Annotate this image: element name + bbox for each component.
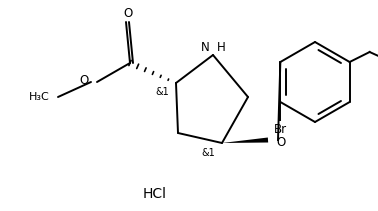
Text: HCl: HCl (143, 187, 167, 201)
Text: Br: Br (274, 123, 287, 136)
Text: O: O (276, 135, 285, 149)
Text: &1: &1 (201, 148, 215, 158)
Text: H: H (217, 41, 226, 54)
Text: O: O (123, 7, 133, 19)
Text: &1: &1 (155, 87, 169, 97)
Text: O: O (80, 73, 89, 87)
Text: N: N (201, 41, 210, 54)
Polygon shape (222, 138, 268, 143)
Text: H₃C: H₃C (29, 92, 50, 102)
